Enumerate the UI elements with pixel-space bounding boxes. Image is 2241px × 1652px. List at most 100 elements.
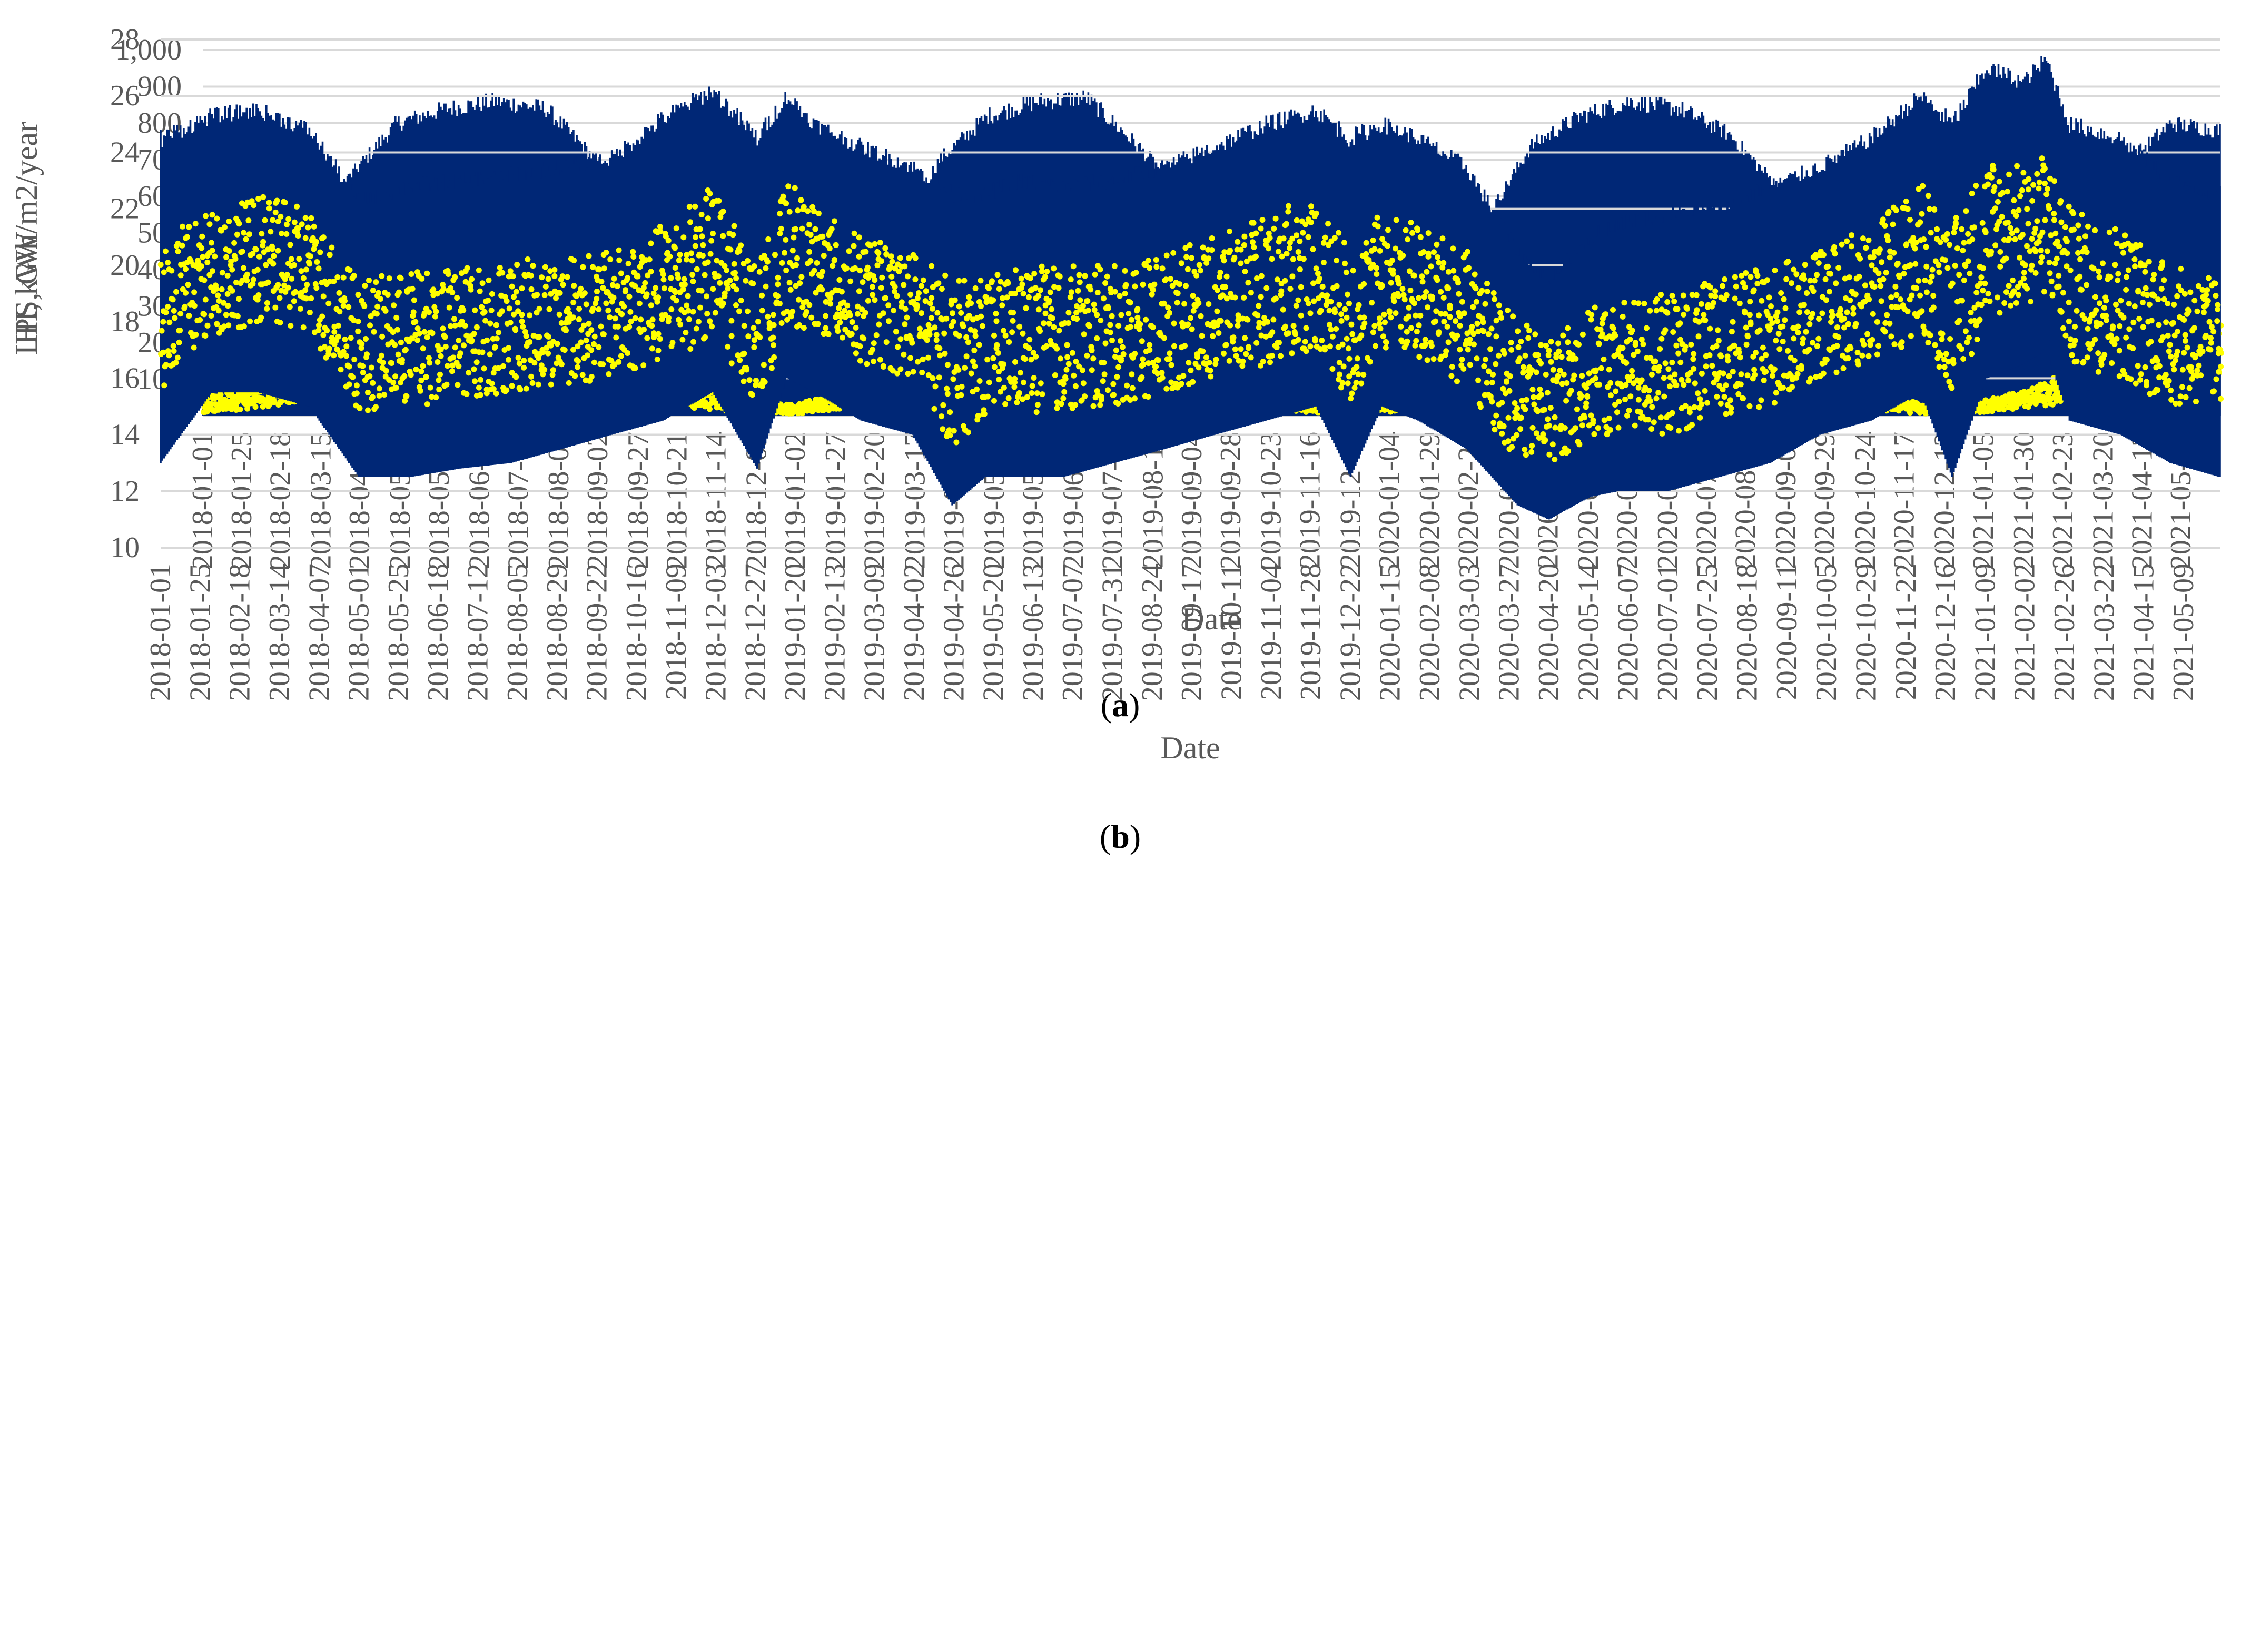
x-tick-label: 2021-03-20 — [2087, 432, 2120, 569]
x-tick-label: 2021-04-15 — [2128, 563, 2160, 701]
x-tick-label: 2018-09-02 — [581, 432, 614, 569]
marker-path — [157, 155, 2224, 462]
x-tick-label: 2020-05-14 — [1572, 563, 1605, 701]
x-tick-label: 2018-01-01 — [186, 432, 219, 569]
x-tick-label: 2018-09-27 — [622, 432, 655, 569]
x-tick-label: 2018-06-18 — [422, 563, 455, 701]
x-tick-label: 2021-04-13 — [2126, 432, 2159, 569]
x-tick-label: 2019-02-13 — [818, 563, 851, 701]
y-tick-label: 10 — [110, 531, 140, 564]
x-tick-label: 2020-02-08 — [1414, 563, 1446, 701]
y-tick-label: 16 — [110, 362, 140, 394]
figure-caption: (a) — [1101, 686, 1140, 724]
x-tick-label: 2018-08-29 — [541, 563, 574, 701]
x-tick-label: 2020-01-15 — [1374, 563, 1407, 701]
x-tick-label: 2020-01-04 — [1373, 432, 1406, 569]
x-tick-label: 2020-11-22 — [1890, 563, 1922, 700]
x-tick-label: 2018-08-05 — [501, 563, 534, 701]
x-tick-label: 2019-01-02 — [779, 432, 812, 569]
x-tick-label: 2019-07-07 — [1057, 563, 1089, 701]
x-tick-label: 2019-09-17 — [1176, 563, 1208, 701]
x-tick-label: 2020-03-27 — [1493, 563, 1526, 701]
y-tick-label: 900 — [137, 71, 182, 103]
x-tick-label: 2021-02-23 — [2047, 432, 2079, 569]
y-tick-label: 24 — [110, 136, 140, 169]
x-tick-label: 2019-04-02 — [898, 563, 931, 701]
x-tick-label: 2019-09-28 — [1215, 432, 1247, 569]
x-tick-label: 2018-03-15 — [304, 432, 337, 569]
y-tick-label: 14 — [110, 419, 140, 451]
figure-caption: (b) — [1100, 818, 1141, 855]
x-tick-label: 2020-10-29 — [1850, 563, 1883, 701]
x-tick-label: 2019-11-04 — [1255, 563, 1288, 700]
x-tick-label: 2019-11-16 — [1294, 432, 1327, 568]
x-tick-label: 2018-01-25 — [225, 432, 258, 569]
y-tick-label: 20 — [110, 249, 140, 282]
x-tick-label: 2018-05-25 — [382, 563, 415, 701]
x-tick-label: 2019-02-20 — [858, 432, 891, 569]
x-tick-label: 2020-08-18 — [1731, 563, 1764, 701]
x-tick-label: 2020-10-24 — [1849, 432, 1882, 569]
x-tick-label: 2020-10-05 — [1810, 563, 1843, 701]
x-tick-label: 2020-09-11 — [1771, 563, 1803, 700]
x-tick-label: 2018-02-18 — [264, 432, 297, 569]
x-tick-label: 2018-08-09 — [542, 432, 575, 569]
x-tick-label: 2018-10-21 — [661, 432, 694, 569]
x-tick-label: 2019-10-11 — [1216, 563, 1248, 700]
series-markers-yellow — [157, 155, 2224, 462]
x-tick-label: 2018-05-01 — [343, 563, 376, 701]
x-tick-label: 2019-04-26 — [937, 563, 970, 701]
x-tick-label: 2020-01-29 — [1414, 432, 1446, 569]
x-tick-label: 2019-05-20 — [978, 563, 1010, 701]
x-tick-label: 2018-01-01 — [144, 563, 177, 701]
x-tick-label: 2018-12-27 — [739, 563, 772, 701]
x-tick-label: 2018-07-12 — [462, 563, 495, 701]
x-tick-label: 2019-01-27 — [820, 432, 852, 569]
x-tick-label: 2021-02-26 — [2048, 563, 2081, 701]
x-tick-label: 2021-01-05 — [1967, 432, 2000, 569]
x-tick-label: 2019-07-31 — [1097, 563, 1129, 701]
y-tick-label: 28 — [110, 23, 140, 56]
x-tick-label: 2019-03-09 — [858, 563, 891, 701]
x-tick-label: 2021-03-22 — [2088, 563, 2120, 701]
x-tick-label: 2020-07-01 — [1652, 563, 1684, 701]
chart-b: 10 12 14 16 18 20 22 24 26 28 2018-01-01 2018-01-25… — [9, 23, 2224, 855]
x-tick-label: 2018-04-07 — [303, 563, 335, 701]
x-tick-label: 2020-06-07 — [1612, 563, 1645, 701]
x-tick-label: 2019-11-28 — [1295, 563, 1327, 700]
x-axis-title: Date — [1181, 601, 1241, 636]
x-tick-label: 2018-09-22 — [580, 563, 613, 701]
caption-letter: a — [1112, 686, 1129, 724]
x-tick-label: 2018-01-25 — [184, 563, 216, 701]
x-axis-title: Date — [1160, 730, 1220, 765]
caption-letter: b — [1111, 818, 1130, 855]
x-tick-label: 2019-01-20 — [779, 563, 812, 701]
x-tick-label: 2018-10-16 — [620, 563, 653, 701]
x-tick-label: 2020-04-20 — [1533, 563, 1565, 701]
x-tick-label: 2018-02-18 — [224, 563, 256, 701]
x-tick-label: 2019-12-22 — [1334, 563, 1367, 701]
x-tick-label: 2019-10-23 — [1255, 432, 1288, 569]
x-tick-label: 2018-11-14 — [699, 432, 732, 568]
y-tick-label: 26 — [110, 80, 140, 112]
x-tick-label: 2018-11-09 — [660, 563, 693, 700]
x-tick-label: 2018-12-03 — [699, 563, 732, 701]
y-axis-title: LPS, GW — [9, 232, 44, 355]
x-tick-label: 2020-11-17 — [1888, 432, 1921, 568]
x-tick-label: 2020-09-29 — [1809, 432, 1841, 569]
x-tick-label: 2020-12-16 — [1929, 563, 1962, 701]
x-tick-label: 2021-01-30 — [2008, 432, 2040, 569]
x-tick-label: 2020-07-25 — [1691, 563, 1724, 701]
x-tick-label: 2020-03-03 — [1453, 563, 1486, 701]
y-tick-label: 12 — [110, 475, 140, 508]
y-tick-label: 18 — [110, 305, 140, 338]
x-tick-label: 2019-06-13 — [1017, 563, 1050, 701]
x-tick-label: 2019-08-24 — [1136, 563, 1169, 701]
y-tick-label: 22 — [110, 193, 140, 225]
y-axis-title: HI, kWh/m2/year — [9, 122, 44, 344]
x-tick-label: 2021-02-02 — [2009, 563, 2041, 701]
x-tick-label: 2021-05-09 — [2167, 563, 2200, 701]
x-tick-label: 2018-03-14 — [263, 563, 296, 701]
x-tick-label: 2019-09-04 — [1176, 432, 1208, 569]
